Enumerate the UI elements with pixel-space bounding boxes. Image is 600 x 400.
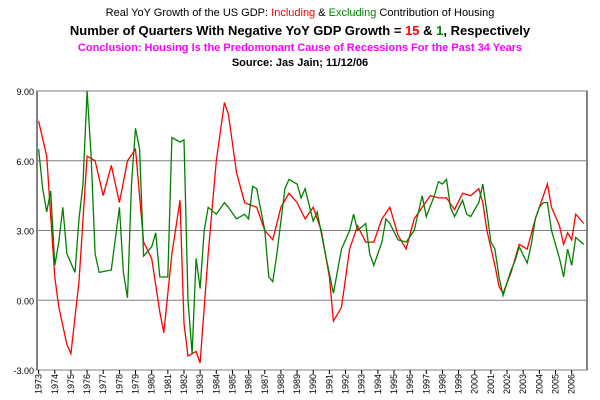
subtitle-part: Number of Quarters With Negative YoY GDP…	[70, 23, 405, 38]
x-tick-label: 2002	[502, 374, 512, 394]
x-tick-label: 1990	[308, 374, 318, 394]
x-tick-label: 2003	[518, 374, 528, 394]
x-tick-label: 1979	[131, 374, 141, 394]
x-tick-label: 1981	[163, 374, 173, 394]
x-tick-label: 2004	[534, 374, 544, 394]
x-tick-label: 1974	[50, 374, 60, 394]
x-tick-label: 1991	[324, 374, 334, 394]
x-tick-label: 1977	[98, 374, 108, 394]
title-part: &	[315, 7, 328, 19]
y-tick-label: 0.00	[16, 296, 34, 306]
x-tick-label: 1992	[341, 374, 351, 394]
subtitle-part: 15	[405, 23, 419, 38]
y-tick-label: 9.00	[16, 87, 34, 97]
x-tick-label: 2000	[470, 374, 480, 394]
x-tick-label: 1987	[260, 374, 270, 394]
x-tick-label: 1983	[195, 374, 205, 394]
title-part: Including	[271, 7, 315, 19]
x-tick-label: 1978	[114, 374, 124, 394]
y-tick-label: 3.00	[16, 227, 34, 237]
x-tick-label: 1993	[357, 374, 367, 394]
x-tick-label: 2005	[551, 374, 561, 394]
x-tick-label: 1996	[405, 374, 415, 394]
x-tick-label: 1984	[211, 374, 221, 394]
x-tick-label: 1975	[66, 374, 76, 394]
x-tick-label: 1986	[244, 374, 254, 394]
series-line	[37, 90, 585, 354]
x-tick-label: 1994	[373, 374, 383, 394]
chart-subtitle: Number of Quarters With Negative YoY GDP…	[70, 23, 531, 38]
x-tick-label: 1988	[276, 374, 286, 394]
x-tick-label: 1998	[437, 374, 447, 394]
x-tick-label: 1989	[292, 374, 302, 394]
title-part: Real YoY Growth of the US GDP:	[106, 7, 272, 19]
y-tick-label: -3.00	[13, 366, 34, 376]
title-part: Excluding	[329, 7, 377, 19]
y-tick-label: 6.00	[16, 157, 34, 167]
x-tick-label: 1982	[179, 374, 189, 394]
subtitle-part: 1	[436, 23, 443, 38]
x-tick-label: 1980	[147, 374, 157, 394]
x-tick-label: 1976	[82, 374, 92, 394]
source: Source: Jas Jain; 11/12/06	[232, 57, 368, 69]
x-tick-label: 1999	[454, 374, 464, 394]
x-tick-label: 1995	[389, 374, 399, 394]
title-part: Contribution of Housing	[376, 7, 494, 19]
subtitle-part: &	[420, 23, 437, 38]
x-tick-label: 2001	[486, 374, 496, 394]
conclusion: Conclusion: Housing Is the Predomonant C…	[78, 42, 522, 54]
subtitle-part: , Respectively	[443, 23, 530, 38]
x-tick-label: 1997	[421, 374, 431, 394]
x-tick-label: 2006	[567, 374, 577, 394]
x-tick-label: 1973	[34, 374, 44, 394]
chart-title: Real YoY Growth of the US GDP: Including…	[106, 7, 495, 19]
x-tick-label: 1985	[227, 374, 237, 394]
